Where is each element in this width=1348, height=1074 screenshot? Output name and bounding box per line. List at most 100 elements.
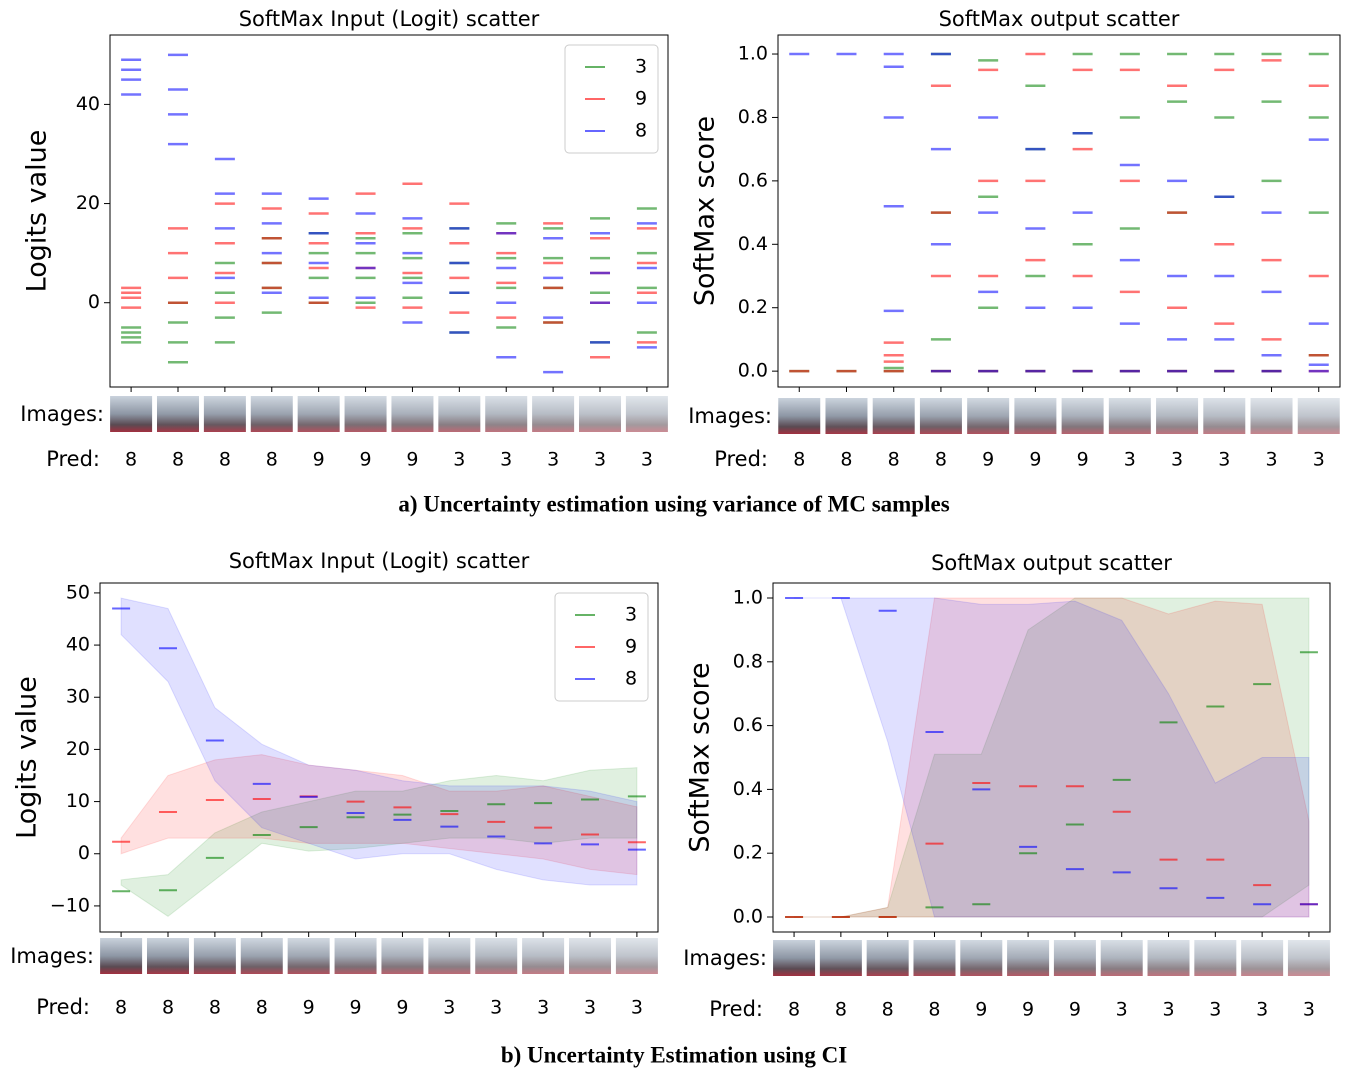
pred-value: 3 xyxy=(1209,999,1221,1021)
chart-title: SoftMax output scatter xyxy=(939,7,1180,31)
y-tick-label: 50 xyxy=(66,581,90,603)
image-thumb xyxy=(100,938,143,974)
legend-label: 9 xyxy=(635,88,647,110)
pred-value: 9 xyxy=(1069,999,1081,1021)
y-axis-label: SoftMax score xyxy=(685,662,716,852)
image-thumb xyxy=(569,938,612,974)
image-thumb xyxy=(344,396,387,432)
ci-band xyxy=(120,597,638,886)
pred-value: 3 xyxy=(1265,449,1277,471)
images-label: Images: xyxy=(683,946,767,970)
pred-value: 3 xyxy=(584,997,596,1019)
plot-frame xyxy=(772,582,1331,933)
y-tick-label: 20 xyxy=(66,738,90,760)
y-tick-label: 0.8 xyxy=(733,650,763,672)
legend-label: 3 xyxy=(625,604,637,626)
image-thumb xyxy=(522,938,565,974)
images-label: Images: xyxy=(688,404,772,428)
pred-value: 3 xyxy=(490,997,502,1019)
pred-value: 3 xyxy=(1162,999,1174,1021)
pred-value: 3 xyxy=(1256,999,1268,1021)
y-tick-label: 40 xyxy=(66,634,90,656)
image-thumb xyxy=(1297,398,1340,434)
plot-frame xyxy=(777,34,1341,388)
pred-value: 3 xyxy=(641,449,653,471)
image-thumb xyxy=(1108,398,1151,434)
pred-value: 8 xyxy=(125,449,137,471)
y-tick-label: 0.4 xyxy=(733,778,763,800)
image-thumb xyxy=(1241,940,1284,976)
image-thumb xyxy=(1156,398,1199,434)
ci-band xyxy=(794,597,1310,918)
y-axis-label: Logits value xyxy=(22,130,53,293)
ci-band xyxy=(794,597,1310,918)
y-tick-label: 0.2 xyxy=(733,842,763,864)
y-tick-label: 0 xyxy=(78,842,90,864)
pred-value: 9 xyxy=(303,997,315,1019)
legend-box xyxy=(564,44,659,154)
pred-value: 9 xyxy=(1022,999,1034,1021)
images-label: Images: xyxy=(20,402,104,426)
legend-label: 9 xyxy=(625,636,637,658)
image-thumb xyxy=(615,938,658,974)
y-tick-label: 10 xyxy=(66,790,90,812)
image-thumb xyxy=(1053,940,1096,976)
pred-value: 3 xyxy=(500,449,512,471)
pred-value: 3 xyxy=(443,997,455,1019)
pred-label: Pred: xyxy=(714,447,768,471)
y-tick-label: 0.4 xyxy=(738,233,768,255)
plot-frame xyxy=(99,582,659,933)
caption: a) Uncertainty estimation using variance… xyxy=(398,491,949,516)
image-thumb xyxy=(1250,398,1293,434)
image-thumb xyxy=(428,938,471,974)
pred-value: 9 xyxy=(1029,449,1041,471)
image-thumb xyxy=(203,396,246,432)
pred-value: 8 xyxy=(793,449,805,471)
pred-value: 3 xyxy=(1116,999,1128,1021)
image-thumb xyxy=(866,940,909,976)
pred-value: 8 xyxy=(219,449,231,471)
pred-label: Pred: xyxy=(709,997,763,1021)
pred-value: 9 xyxy=(360,449,372,471)
y-tick-label: 20 xyxy=(76,192,100,214)
pred-value: 8 xyxy=(928,999,940,1021)
image-thumb xyxy=(110,396,153,432)
chart: SoftMax output scatter SoftMax score 0.0 0.… xyxy=(688,7,1341,471)
image-thumb xyxy=(485,396,528,432)
ci-band xyxy=(794,597,1310,918)
pred-value: 8 xyxy=(882,999,894,1021)
y-tick-label: 1.0 xyxy=(733,586,763,608)
y-tick-label: 1.0 xyxy=(738,43,768,65)
image-thumb xyxy=(240,938,283,974)
image-thumb xyxy=(391,396,434,432)
legend-label: 3 xyxy=(635,56,647,78)
y-tick-label: 0.6 xyxy=(733,714,763,736)
image-thumb xyxy=(919,398,962,434)
pred-value: 8 xyxy=(788,999,800,1021)
pred-value: 8 xyxy=(835,999,847,1021)
pred-value: 3 xyxy=(453,449,465,471)
plot-frame xyxy=(109,34,669,388)
pred-value: 9 xyxy=(1077,449,1089,471)
image-thumb xyxy=(193,938,236,974)
pred-value: 8 xyxy=(266,449,278,471)
pred-value: 8 xyxy=(840,449,852,471)
pred-value: 8 xyxy=(935,449,947,471)
chart-title: SoftMax output scatter xyxy=(931,551,1172,575)
pred-value: 9 xyxy=(975,999,987,1021)
pred-value: 3 xyxy=(631,997,643,1019)
image-thumb xyxy=(1061,398,1104,434)
image-thumb xyxy=(287,938,330,974)
chart: SoftMax output scatter SoftMax score 0.0 0.… xyxy=(683,551,1331,1021)
image-thumb xyxy=(1203,398,1246,434)
image-thumb xyxy=(819,940,862,976)
image-thumb xyxy=(1007,940,1050,976)
image-thumb xyxy=(773,940,816,976)
legend-box xyxy=(554,592,649,702)
image-thumb xyxy=(960,940,1003,976)
image-thumb xyxy=(381,938,424,974)
image-thumb xyxy=(1194,940,1237,976)
pred-label: Pred: xyxy=(46,447,100,471)
y-tick-label: −10 xyxy=(50,894,90,916)
pred-value: 3 xyxy=(537,997,549,1019)
